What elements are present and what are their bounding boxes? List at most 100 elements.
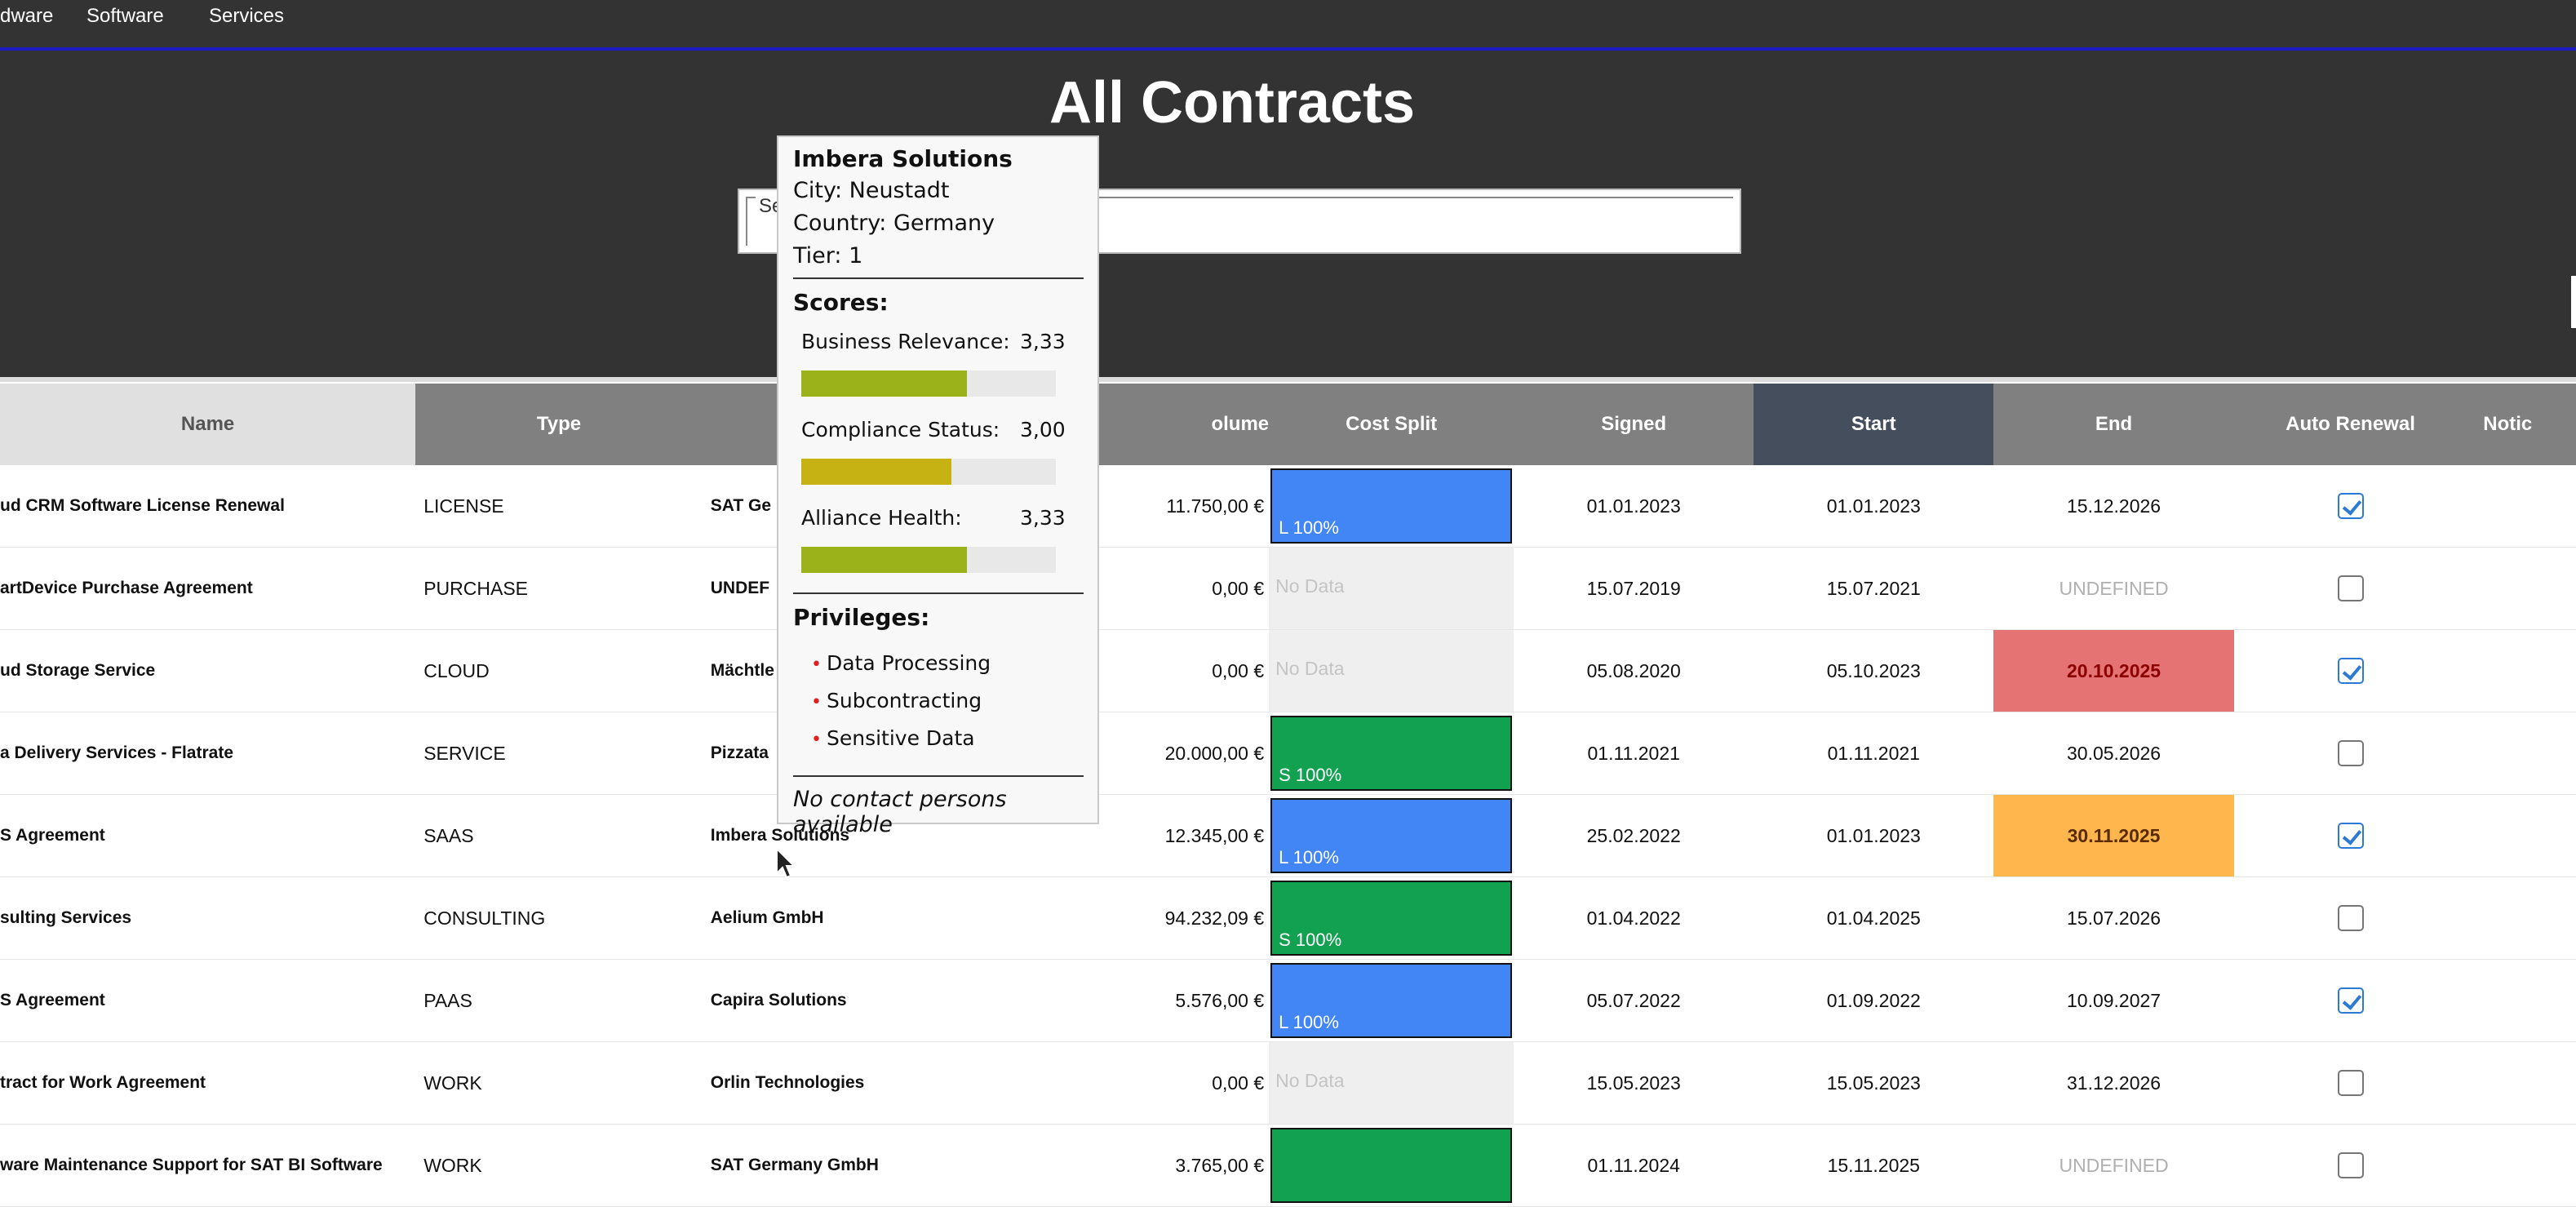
auto-renewal-checkbox[interactable]	[2337, 658, 2364, 684]
column-header-auto-renewal[interactable]: Auto Renewal	[2233, 384, 2467, 465]
header-separator	[0, 377, 2576, 382]
contract-volume: 94.232,09 €	[894, 876, 1270, 960]
cost-split-cell	[1269, 1124, 1514, 1207]
contract-type: WORK	[415, 1041, 703, 1125]
start-date: 05.10.2023	[1754, 629, 1994, 712]
start-date: 15.11.2025	[1754, 1124, 1994, 1207]
auto-renewal-cell	[2233, 465, 2467, 548]
score-bar-fill	[801, 371, 967, 397]
tooltip-partner-name: Imbera Solutions	[793, 145, 1013, 172]
column-header-name[interactable]: Name	[0, 384, 416, 465]
score-label: Alliance Health:	[801, 506, 962, 530]
nav-item-software[interactable]: Software	[86, 5, 164, 27]
table-row[interactable]: ud Storage Service CLOUD Mächtle 0,00 € No D…	[0, 629, 2576, 712]
auto-renewal-cell	[2233, 629, 2467, 712]
nav-item-services[interactable]: Services	[209, 5, 285, 27]
contract-type: CONSULTING	[415, 876, 703, 960]
table-row[interactable]: S Agreement PAAS Capira Solutions 5.576,00 …	[0, 959, 2576, 1042]
auto-renewal-checkbox[interactable]	[2337, 905, 2364, 931]
auto-renewal-checkbox[interactable]	[2337, 987, 2364, 1014]
contract-name[interactable]: tract for Work Agreement	[0, 1041, 416, 1125]
end-date: 10.09.2027	[1993, 959, 2234, 1042]
column-header-type[interactable]: Type	[415, 384, 703, 465]
cost-split-label: No Data	[1275, 1070, 1345, 1091]
auto-renewal-checkbox[interactable]	[2337, 1152, 2364, 1178]
auto-renewal-checkbox[interactable]	[2337, 740, 2364, 766]
contract-type: SAAS	[415, 794, 703, 877]
contract-name[interactable]: a Delivery Services - Flatrate	[0, 712, 416, 795]
contract-partner[interactable]: SAT Germany GmbH	[702, 1124, 895, 1207]
auto-renewal-checkbox[interactable]	[2337, 575, 2364, 601]
side-button-edge[interactable]	[2571, 276, 2576, 328]
contract-type: LICENSE	[415, 465, 703, 548]
nav-item-hardware[interactable]: dware	[0, 5, 54, 27]
end-date: UNDEFINED	[1993, 1124, 2234, 1207]
cost-split-bar: S 100%	[1270, 881, 1513, 956]
bullet-icon: •	[811, 655, 822, 675]
table-row[interactable]: S Agreement SAAS Imbera Solutions 12.345,00…	[0, 794, 2576, 877]
contract-partner[interactable]: Orlin Technologies	[702, 1041, 895, 1125]
contract-name[interactable]: S Agreement	[0, 794, 416, 877]
column-header-end[interactable]: End	[1993, 384, 2234, 465]
auto-renewal-checkbox[interactable]	[2337, 493, 2364, 519]
start-date: 01.11.2021	[1754, 712, 1994, 795]
contract-partner[interactable]: Capira Solutions	[702, 959, 895, 1042]
tooltip-footer: No contact persons available	[793, 787, 1007, 837]
auto-renewal-cell	[2233, 547, 2467, 630]
cost-split-empty: No Data	[1269, 548, 1514, 629]
column-header-signed[interactable]: Signed	[1514, 384, 1754, 465]
cost-split-bar: L 100%	[1270, 798, 1513, 873]
contract-name[interactable]: ud CRM Software License Renewal	[0, 465, 416, 548]
cost-split-cell: No Data	[1269, 629, 1514, 712]
end-date: 31.12.2026	[1993, 1041, 2234, 1125]
auto-renewal-cell	[2233, 1124, 2467, 1207]
end-date: 15.12.2026	[1993, 465, 2234, 548]
start-date: 01.01.2023	[1754, 465, 1994, 548]
table-row[interactable]: ware Maintenance Support for SAT BI Soft…	[0, 1124, 2576, 1207]
contract-type: WORK	[415, 1124, 703, 1207]
privilege-item: • Sensitive Data	[811, 726, 975, 750]
cost-split-label: S 100%	[1279, 930, 1342, 950]
contract-name[interactable]: sulting Services	[0, 876, 416, 960]
table-row[interactable]: a Delivery Services - Flatrate SERVICE Piz…	[0, 712, 2576, 795]
score-bar-fill	[801, 547, 967, 573]
column-header-cost-split[interactable]: Cost Split	[1269, 384, 1514, 465]
table-row[interactable]: artDevice Purchase Agreement PURCHASE UNDE…	[0, 547, 2576, 630]
tooltip-tier: Tier: 1	[793, 243, 863, 268]
privilege-label: Subcontracting	[826, 689, 982, 712]
end-date: 20.10.2025	[1993, 629, 2234, 712]
partner-tooltip: Imbera Solutions City: Neustadt Country:…	[777, 135, 1099, 837]
signed-date: 01.01.2023	[1514, 465, 1754, 548]
mouse-cursor-icon	[776, 847, 796, 879]
table-row[interactable]: sulting Services CONSULTING Aelium GmbH 94.…	[0, 876, 2576, 960]
auto-renewal-checkbox[interactable]	[2337, 823, 2364, 849]
contract-name[interactable]: ud Storage Service	[0, 629, 416, 712]
contract-volume: 3.765,00 €	[894, 1124, 1270, 1207]
privilege-item: • Subcontracting	[811, 689, 982, 712]
signed-date: 25.02.2022	[1514, 794, 1754, 877]
auto-renewal-checkbox[interactable]	[2337, 1070, 2364, 1096]
signed-date: 01.04.2022	[1514, 876, 1754, 960]
cost-split-bar: S 100%	[1270, 716, 1513, 791]
notice-cell	[2467, 794, 2576, 877]
contract-partner[interactable]: Aelium GmbH	[702, 876, 895, 960]
auto-renewal-cell	[2233, 712, 2467, 795]
start-date: 15.07.2021	[1754, 547, 1994, 630]
notice-cell	[2467, 959, 2576, 1042]
cost-split-label: L 100%	[1279, 517, 1339, 538]
contract-name[interactable]: artDevice Purchase Agreement	[0, 547, 416, 630]
cost-split-empty: No Data	[1269, 1042, 1514, 1124]
column-header-start[interactable]: Start	[1754, 384, 1994, 465]
cost-split-label: No Data	[1275, 575, 1345, 597]
table-row[interactable]: tract for Work Agreement WORK Orlin Techno…	[0, 1041, 2576, 1125]
column-header-notice[interactable]: Notic	[2467, 384, 2576, 465]
tooltip-divider	[793, 277, 1084, 279]
table-row[interactable]: ud CRM Software License Renewal LICENSE SA…	[0, 465, 2576, 548]
cost-split-cell: No Data	[1269, 1041, 1514, 1125]
contract-name[interactable]: S Agreement	[0, 959, 416, 1042]
tooltip-country: Country: Germany	[793, 211, 995, 236]
contract-volume: 5.576,00 €	[894, 959, 1270, 1042]
contract-name[interactable]: ware Maintenance Support for SAT BI Soft…	[0, 1124, 416, 1207]
notice-cell	[2467, 712, 2576, 795]
tooltip-divider	[793, 775, 1084, 777]
